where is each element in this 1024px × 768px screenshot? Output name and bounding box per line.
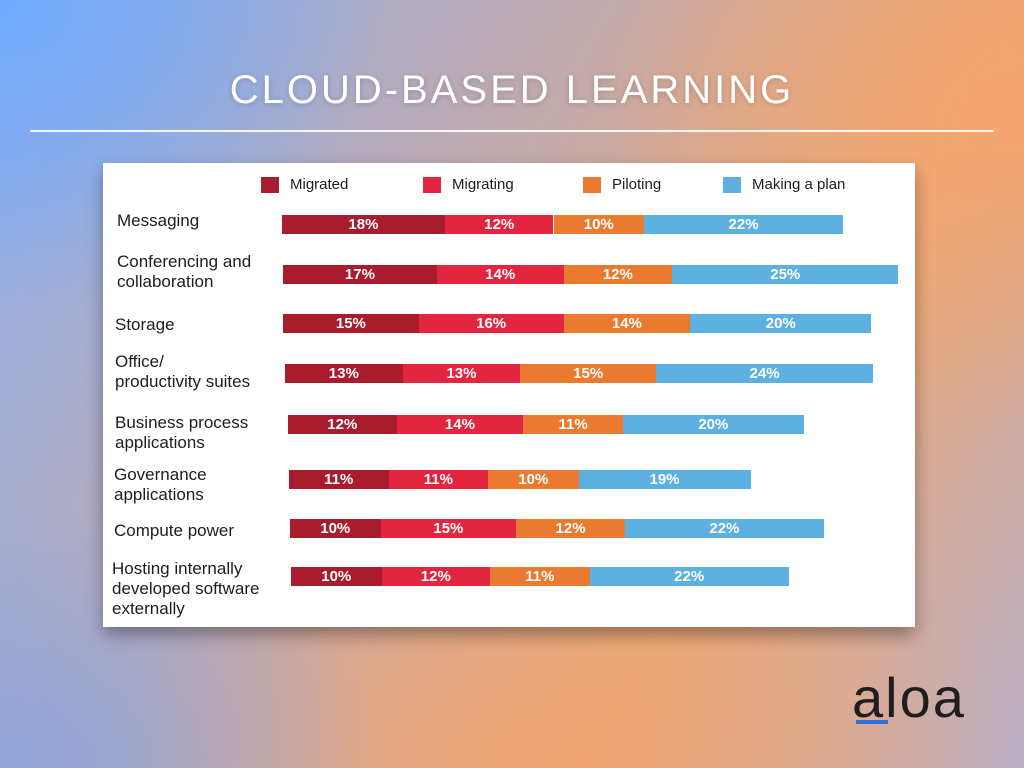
legend-label-migrating: Migrating: [452, 176, 514, 193]
category-label-business-process-applications: Business process applications: [115, 413, 249, 452]
bar-segment-migrating-storage: 16%: [418, 314, 564, 333]
bar-segment-migrated-office-productivity-suites: 13%: [285, 364, 403, 383]
bar-segment-making-a-plan-hosting-internally-developed-software-externally: 22%: [589, 567, 789, 586]
bar-segment-migrating-business-process-applications: 14%: [396, 415, 524, 434]
bar-segment-migrated-hosting-internally-developed-software-externally: 10%: [291, 567, 382, 586]
bar-segment-migrating-hosting-internally-developed-software-externally: 12%: [381, 567, 491, 586]
bar-segment-making-a-plan-compute-power: 22%: [624, 519, 824, 538]
bar-segment-migrating-office-productivity-suites: 13%: [402, 364, 521, 383]
bar-segment-migrated-compute-power: 10%: [290, 519, 381, 538]
logo-accent-underline: [856, 720, 888, 724]
legend-swatch-migrated: [261, 177, 279, 193]
bar-segment-migrating-governance-applications: 11%: [388, 470, 489, 489]
bar-segment-migrating-conferencing-and-collaboration: 14%: [436, 265, 564, 284]
category-label-hosting-internally-developed-software-externally: Hosting internally developed software ex…: [112, 559, 260, 618]
page-title: CLOUD-BASED LEARNING: [229, 68, 795, 112]
bar-segment-piloting-governance-applications: 10%: [488, 470, 579, 489]
bar-segment-piloting-business-process-applications: 11%: [523, 415, 623, 434]
legend-swatch-migrating: [423, 177, 441, 193]
bar-segment-piloting-hosting-internally-developed-software-externally: 11%: [490, 567, 590, 586]
bar-segment-migrated-business-process-applications: 12%: [288, 415, 397, 434]
bar-segment-migrated-conferencing-and-collaboration: 17%: [283, 265, 437, 284]
bar-segment-making-a-plan-conferencing-and-collaboration: 25%: [672, 265, 899, 284]
bar-segment-making-a-plan-business-process-applications: 20%: [622, 415, 804, 434]
bar-segment-making-a-plan-storage: 20%: [690, 314, 872, 333]
legend-label-migrated: Migrated: [290, 176, 349, 193]
bar-segment-making-a-plan-governance-applications: 19%: [578, 470, 751, 489]
bar-segment-making-a-plan-messaging: 22%: [644, 215, 844, 234]
bar-segment-piloting-compute-power: 12%: [516, 519, 625, 538]
bar-segment-migrating-messaging: 12%: [444, 215, 554, 234]
bar-segment-piloting-messaging: 10%: [553, 215, 644, 234]
bar-segment-migrated-storage: 15%: [283, 314, 419, 333]
legend-label-piloting: Piloting: [612, 176, 662, 193]
category-label-messaging: Messaging: [117, 211, 200, 230]
category-label-conferencing-and-collaboration: Conferencing and collaboration: [117, 252, 252, 291]
legend-swatch-making-a-plan: [723, 177, 741, 193]
category-label-compute-power: Compute power: [114, 521, 235, 540]
title-divider: [30, 130, 994, 132]
legend-swatch-piloting: [583, 177, 601, 193]
bar-segment-migrated-messaging: 18%: [282, 215, 445, 234]
chart-panel: Migrated Migrating Piloting Making a plan Me…: [103, 163, 915, 627]
bar-segment-making-a-plan-office-productivity-suites: 24%: [656, 364, 874, 383]
category-label-storage: Storage: [115, 315, 175, 334]
category-label-office-productivity-suites: Office/ productivity suites: [115, 352, 251, 391]
category-label-governance-applications: Governance applications: [114, 465, 207, 504]
bar-segment-piloting-office-productivity-suites: 15%: [520, 364, 657, 383]
bar-segment-piloting-conferencing-and-collaboration: 12%: [563, 265, 673, 284]
legend-label-making-a-plan: Making a plan: [752, 176, 846, 193]
bar-segment-piloting-storage: 14%: [563, 314, 691, 333]
bar-segment-migrated-governance-applications: 11%: [289, 470, 389, 489]
aloa-logo: aloa: [852, 666, 966, 729]
bar-segment-migrating-compute-power: 15%: [380, 519, 517, 538]
